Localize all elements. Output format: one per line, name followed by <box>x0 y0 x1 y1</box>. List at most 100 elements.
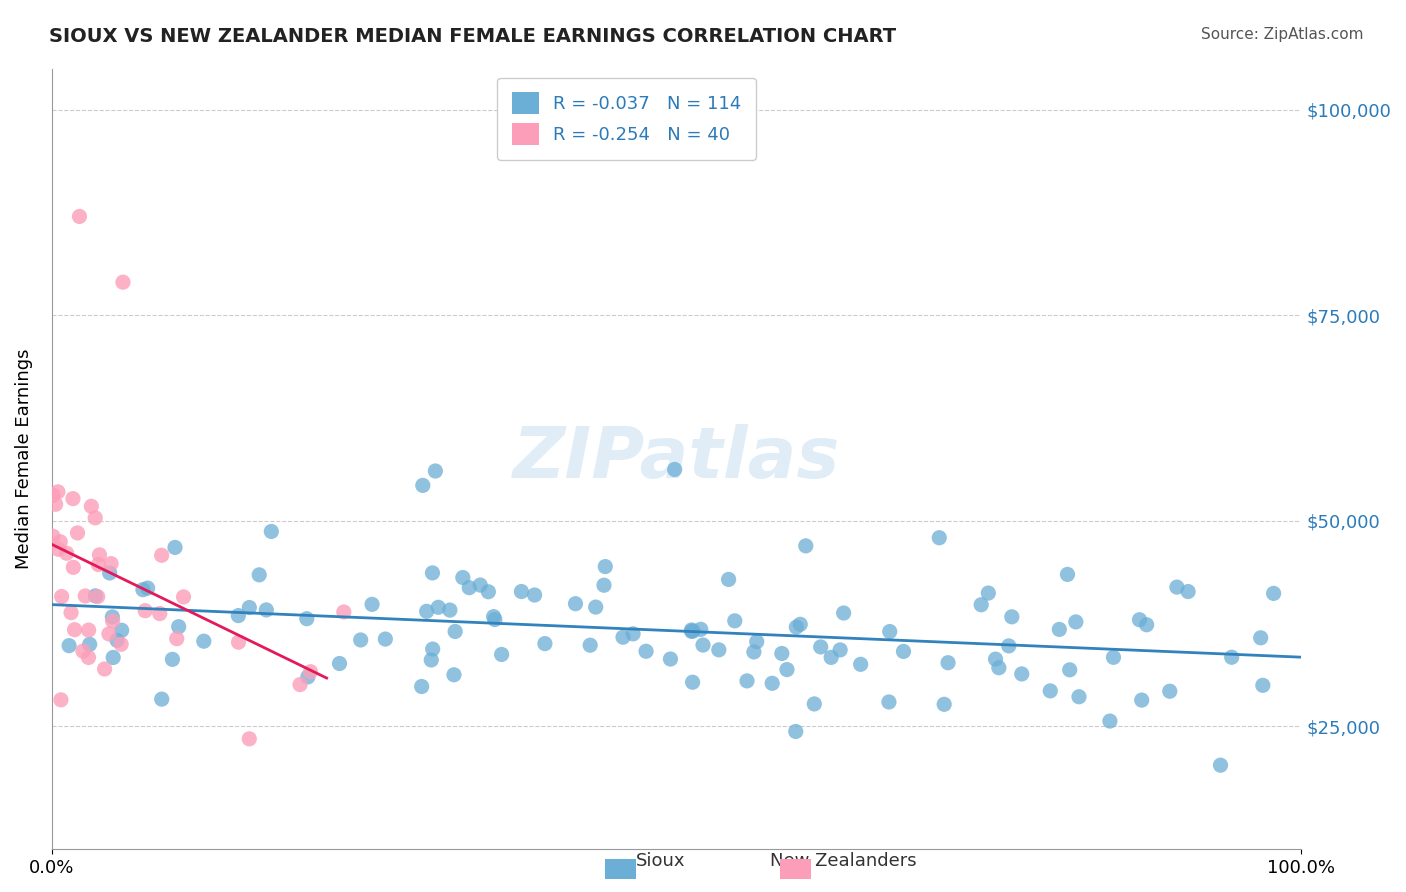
Sioux <box>682 624 704 638</box>
Sioux <box>422 566 444 580</box>
Sioux <box>1136 617 1159 632</box>
Sioux <box>659 652 682 666</box>
New Zealanders <box>299 665 322 679</box>
Sioux <box>997 639 1019 653</box>
Sioux <box>101 650 124 665</box>
New Zealanders <box>228 635 250 649</box>
New Zealanders <box>150 549 173 563</box>
Sioux <box>105 633 128 648</box>
Sioux <box>689 623 711 637</box>
Sioux <box>879 624 901 639</box>
Sioux <box>350 632 373 647</box>
Sioux <box>1251 678 1274 692</box>
New Zealanders <box>49 693 72 707</box>
Sioux <box>415 604 437 618</box>
Sioux <box>111 624 134 638</box>
New Zealanders <box>89 548 111 562</box>
Sioux <box>724 614 747 628</box>
Text: SIOUX VS NEW ZEALANDER MEDIAN FEMALE EARNINGS CORRELATION CHART: SIOUX VS NEW ZEALANDER MEDIAN FEMALE EAR… <box>49 27 897 45</box>
Sioux <box>830 643 852 657</box>
Sioux <box>247 567 270 582</box>
Sioux <box>374 632 396 646</box>
Sioux <box>451 570 474 584</box>
New Zealanders <box>110 637 132 651</box>
New Zealanders <box>51 590 73 604</box>
Sioux <box>681 623 703 637</box>
Sioux <box>1098 714 1121 728</box>
Sioux <box>832 606 855 620</box>
Sioux <box>987 661 1010 675</box>
Sioux <box>1177 584 1199 599</box>
Sioux <box>681 624 703 639</box>
Sioux <box>970 598 993 612</box>
Sioux <box>593 559 616 574</box>
Sioux <box>794 539 817 553</box>
Sioux <box>770 647 793 661</box>
Text: Source: ZipAtlas.com: Source: ZipAtlas.com <box>1201 27 1364 42</box>
Sioux <box>260 524 283 539</box>
Sioux <box>803 697 825 711</box>
Sioux <box>664 462 686 476</box>
Sioux <box>470 578 492 592</box>
Sioux <box>1263 586 1285 600</box>
Sioux <box>564 597 586 611</box>
New Zealanders <box>149 607 172 621</box>
Sioux <box>1067 690 1090 704</box>
New Zealanders <box>100 557 122 571</box>
Sioux <box>1056 567 1078 582</box>
Sioux <box>1159 684 1181 698</box>
New Zealanders <box>97 627 120 641</box>
Sioux <box>692 638 714 652</box>
Sioux <box>1130 693 1153 707</box>
Sioux <box>893 644 915 658</box>
Sioux <box>785 620 807 634</box>
Sioux <box>427 600 450 615</box>
New Zealanders <box>77 650 100 665</box>
Sioux <box>761 676 783 690</box>
Sioux <box>682 675 704 690</box>
Sioux <box>877 695 900 709</box>
New Zealanders <box>46 484 69 499</box>
Sioux <box>1209 758 1232 772</box>
Sioux <box>745 634 768 648</box>
New Zealanders <box>86 590 108 604</box>
Sioux <box>1047 623 1070 637</box>
Text: New Zealanders: New Zealanders <box>770 852 917 870</box>
New Zealanders <box>80 500 103 514</box>
Sioux <box>425 464 447 478</box>
New Zealanders <box>111 275 134 289</box>
Sioux <box>785 724 807 739</box>
Sioux <box>477 584 499 599</box>
Sioux <box>742 645 765 659</box>
New Zealanders <box>49 534 72 549</box>
Text: ZIPatlas: ZIPatlas <box>513 425 841 493</box>
Sioux <box>328 657 350 671</box>
Sioux <box>735 673 758 688</box>
Sioux <box>167 620 190 634</box>
Sioux <box>295 612 318 626</box>
Sioux <box>439 603 461 617</box>
Sioux <box>776 663 799 677</box>
New Zealanders <box>69 210 91 224</box>
New Zealanders <box>77 623 100 637</box>
Sioux <box>936 656 959 670</box>
Sioux <box>484 613 506 627</box>
Sioux <box>534 637 557 651</box>
Sioux <box>579 638 602 652</box>
Sioux <box>422 642 444 657</box>
Sioux <box>458 581 481 595</box>
Sioux <box>523 588 546 602</box>
New Zealanders <box>45 497 67 511</box>
Sioux <box>1059 663 1081 677</box>
Sioux <box>297 670 319 684</box>
Sioux <box>162 652 184 666</box>
Sioux <box>789 617 811 632</box>
Sioux <box>98 566 121 580</box>
Sioux <box>1220 650 1243 665</box>
Y-axis label: Median Female Earnings: Median Female Earnings <box>15 349 32 569</box>
Sioux <box>510 584 533 599</box>
Sioux <box>420 653 443 667</box>
New Zealanders <box>87 558 110 572</box>
New Zealanders <box>173 590 195 604</box>
Text: Sioux: Sioux <box>636 852 686 870</box>
